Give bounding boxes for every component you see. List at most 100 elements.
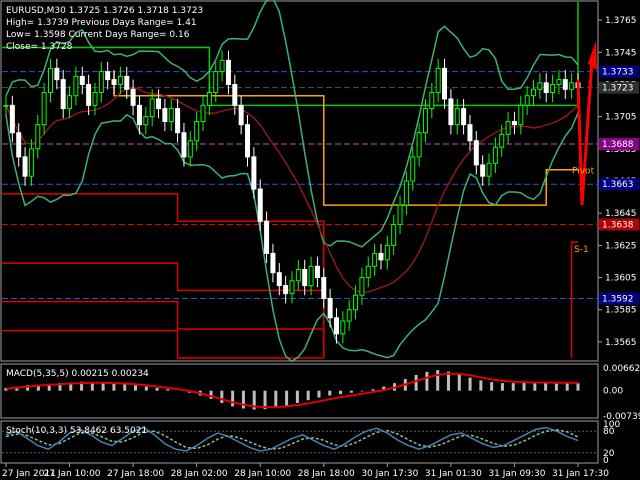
candle-body — [524, 95, 530, 106]
candle-body — [149, 98, 155, 118]
candle-body — [156, 98, 162, 110]
level-label-box — [599, 218, 639, 231]
macd-tick-label: -0.00739 — [603, 412, 640, 422]
candle-body — [168, 108, 174, 122]
price-plot: Pivot S-1 — [2, 0, 598, 363]
time-tick-label: 27 Jan 10:00 — [44, 469, 101, 479]
s1-annotation: S-1 — [574, 245, 589, 255]
candle-body — [245, 124, 251, 158]
level-label-box — [599, 65, 639, 78]
price-tick-label: 1.3565 — [605, 338, 637, 348]
candle-body — [365, 265, 371, 279]
candle-body — [499, 133, 505, 148]
candle-body — [54, 67, 60, 81]
stoch-tick-label: 80 — [603, 427, 615, 437]
price-tick-label: 1.3765 — [605, 16, 637, 26]
candle-body — [378, 252, 384, 261]
candle-body — [473, 140, 479, 166]
candle-body — [359, 277, 365, 296]
candle-body — [511, 120, 517, 126]
low-line: Low= 1.3598 Current Days Range= 0.16 — [6, 30, 190, 40]
candle-body — [206, 92, 212, 106]
level-label: 1.3688 — [602, 140, 634, 150]
candle-body — [429, 92, 435, 110]
high-line: High= 1.3739 Previous Days Range= 1.41 — [6, 18, 197, 28]
price-tick-label: 1.3705 — [605, 113, 637, 123]
level-label: 1.3592 — [602, 294, 634, 304]
candle-body — [289, 280, 295, 295]
candle-body — [270, 252, 276, 274]
candle-body — [486, 162, 492, 177]
price-panel-frame — [0, 0, 599, 362]
stoch-tick-label: 0 — [603, 456, 609, 466]
candle-body — [353, 294, 359, 311]
candle-body — [397, 204, 403, 225]
pivot-level-line — [2, 300, 325, 358]
time-tick-label: 27 Jan 2011 — [2, 469, 56, 479]
candle-body — [79, 75, 85, 85]
candle-body — [283, 285, 289, 295]
stoch-plot — [2, 426, 598, 454]
candle-body — [124, 75, 130, 90]
candle-body — [403, 180, 409, 206]
price-tick-label: 1.3625 — [605, 241, 637, 251]
candle-body — [505, 120, 511, 135]
price-tick-label: 1.3585 — [605, 306, 637, 316]
candle-body — [276, 272, 282, 287]
candle-body — [86, 83, 92, 106]
candle-body — [537, 82, 543, 90]
close-line: Close= 1.3728 — [6, 42, 73, 52]
macd-tick-label: 0.00662 — [603, 364, 640, 374]
candle-body — [518, 104, 524, 126]
price-tick-label: 1.3645 — [605, 209, 637, 219]
candle-body — [308, 265, 314, 287]
candle-body — [200, 104, 206, 122]
candle-body — [543, 82, 549, 93]
candle-body — [461, 108, 467, 126]
time-tick-label: 27 Jan 18:00 — [107, 469, 164, 479]
pivot-level-line — [2, 262, 325, 358]
candle-body — [47, 67, 53, 94]
candle-body — [422, 108, 428, 134]
candle-body — [111, 79, 117, 85]
candle-body — [130, 88, 136, 106]
s1-level-line — [570, 241, 578, 358]
candle-body — [16, 132, 22, 158]
candle-body — [327, 297, 333, 319]
candle-body — [251, 156, 257, 190]
candle-body — [391, 223, 397, 246]
candle-body — [321, 277, 327, 299]
candle-body — [225, 59, 231, 85]
candle-body — [384, 244, 390, 261]
candle-body — [105, 71, 111, 81]
level-label: 1.3733 — [602, 68, 634, 78]
macd-plot — [4, 370, 580, 410]
candle-body — [556, 79, 562, 85]
candle-body — [60, 79, 66, 110]
candle-body — [435, 67, 441, 94]
stoch-panel-frame — [0, 420, 599, 464]
candle-body — [257, 188, 263, 222]
stoch-title: Stoch(10,3,3) 53.8462 63.5021 — [6, 426, 147, 436]
moving-average-line — [5, 86, 579, 294]
candle-body — [295, 269, 301, 282]
candle-body — [162, 108, 168, 122]
candle-body — [136, 104, 142, 126]
candle-body — [67, 95, 73, 110]
time-tick-label: 28 Jan 18:00 — [298, 469, 355, 479]
candle-body — [92, 92, 98, 106]
candle-body — [98, 71, 104, 93]
candle-body — [302, 269, 308, 287]
candle-body — [35, 124, 41, 150]
candle-body — [181, 132, 187, 158]
pivot-level-line — [2, 329, 324, 359]
level-label-box — [599, 137, 639, 150]
candle-body — [143, 116, 149, 126]
axes: 1.37651.37451.37251.37051.36851.36651.36… — [2, 16, 640, 479]
candle-body — [41, 92, 47, 126]
forecast-arrow — [576, 60, 594, 206]
macd-tick-label: 0.00 — [603, 387, 623, 397]
time-tick-label: 28 Jan 10:00 — [234, 469, 291, 479]
candle-body — [442, 67, 448, 100]
current-range-line — [113, 71, 578, 206]
